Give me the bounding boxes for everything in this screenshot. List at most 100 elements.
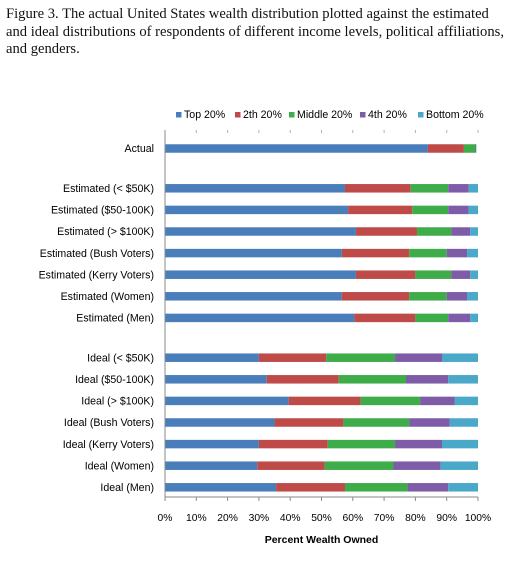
bar-segment (446, 292, 468, 301)
bar-segment (165, 396, 289, 406)
x-axis-title: Percent Wealth Owned (265, 534, 379, 546)
bar-segment (416, 227, 452, 236)
bar-segment (165, 353, 259, 362)
legend-label: Bottom 20% (426, 109, 484, 121)
bar-segment (410, 184, 449, 193)
legend-swatch (176, 112, 182, 118)
x-tick-label: 100% (465, 513, 491, 524)
bar-segment (257, 461, 325, 470)
x-tick-label: 40% (280, 513, 301, 524)
bar-segment (451, 227, 471, 236)
category-label: Estimated (Men) (76, 313, 154, 325)
bar-segment (448, 184, 469, 193)
bar-segment (165, 184, 345, 193)
bar-segment (165, 227, 356, 236)
x-tick-label: 90% (436, 513, 457, 524)
x-axis: 0% 10% 20% 30% 40% 50% 60% 70% 80% 90% 100% (158, 130, 491, 524)
x-tick-label: 10% (186, 513, 207, 524)
bar-segment (344, 483, 408, 492)
bar-segment (165, 483, 277, 492)
bar-segment (258, 353, 327, 362)
bar-segment (258, 439, 328, 449)
bar-segment (274, 418, 344, 427)
bar-segment (442, 353, 478, 362)
category-label: Estimated ($50-100K) (51, 205, 154, 217)
bar-segment (324, 461, 394, 470)
category-labels: Actual Estimated (< $50K) Estimated ($50-1… (39, 143, 154, 494)
bar-segment (409, 418, 450, 427)
bar-segment (355, 227, 417, 236)
bar-segment (454, 396, 478, 406)
bar-segment (475, 144, 477, 153)
bar-segment (407, 483, 449, 492)
bar-segment (327, 439, 396, 449)
bar-segment (393, 461, 441, 470)
category-label: Ideal (Kerry Voters) (63, 439, 154, 451)
category-label: Ideal ($50-100K) (75, 374, 154, 386)
category-label: Actual (125, 143, 154, 155)
bar-segment (463, 144, 476, 153)
bar-segment (467, 248, 478, 258)
bar-segment (409, 292, 447, 301)
bar-segment (448, 205, 469, 215)
bars (165, 144, 478, 492)
bar-segment (470, 270, 478, 279)
bar-segment (448, 313, 471, 323)
x-tick-label: 70% (374, 513, 395, 524)
bar-segment (360, 396, 421, 406)
bar-segment (288, 396, 361, 406)
category-label: Estimated (< $50K) (63, 183, 154, 195)
bar-segment (451, 270, 471, 279)
bar-segment (338, 375, 407, 384)
bar-segment (440, 461, 478, 470)
category-label: Ideal (> $100K) (81, 396, 154, 408)
legend-label: 2th 20% (243, 109, 282, 121)
bar-segment (165, 248, 342, 258)
bar-segment (420, 396, 455, 406)
x-tick-label: 0% (158, 513, 173, 524)
bar-segment (354, 313, 416, 323)
bar-segment (165, 292, 342, 301)
bar-segment (165, 313, 355, 323)
bar-segment (448, 375, 478, 384)
bar-segment (344, 184, 411, 193)
legend-swatch (360, 112, 366, 118)
x-tick-label: 20% (217, 513, 238, 524)
category-label: Ideal (Men) (100, 482, 154, 494)
bar-segment (415, 270, 452, 279)
bar-segment (341, 248, 410, 258)
bar-segment (343, 418, 410, 427)
x-tick-label: 60% (342, 513, 363, 524)
bar-segment (348, 205, 413, 215)
legend-label: Top 20% (184, 109, 226, 121)
bar-segment (165, 205, 349, 215)
legend-label: Middle 20% (297, 109, 353, 121)
bar-segment (470, 227, 478, 236)
category-label: Estimated (Kerry Voters) (39, 269, 154, 281)
bar-segment (165, 144, 428, 153)
bar-segment (470, 313, 478, 323)
category-label: Ideal (Bush Voters) (64, 417, 154, 429)
bar-segment (412, 205, 449, 215)
bar-segment (427, 144, 464, 153)
legend-label: 4th 20% (368, 109, 407, 121)
x-tick-label: 80% (405, 513, 426, 524)
bar-segment (446, 248, 468, 258)
category-label: Estimated (Bush Voters) (40, 248, 154, 260)
bar-segment (165, 375, 267, 384)
bar-segment (468, 205, 478, 215)
category-label: Estimated (> $100K) (57, 226, 154, 238)
legend-swatch (289, 112, 295, 118)
legend-swatch (235, 112, 241, 118)
category-label: Ideal (< $50K) (87, 352, 154, 364)
bar-segment (467, 292, 478, 301)
bar-segment (355, 270, 416, 279)
bar-segment (409, 248, 447, 258)
bar-segment (165, 461, 258, 470)
category-label: Ideal (Women) (85, 460, 154, 472)
bar-segment (442, 439, 478, 449)
bar-segment (326, 353, 396, 362)
chart-legend: Top 20% 2th 20% Middle 20% 4th 20% Bottom 20… (176, 109, 484, 121)
bar-segment (395, 439, 443, 449)
